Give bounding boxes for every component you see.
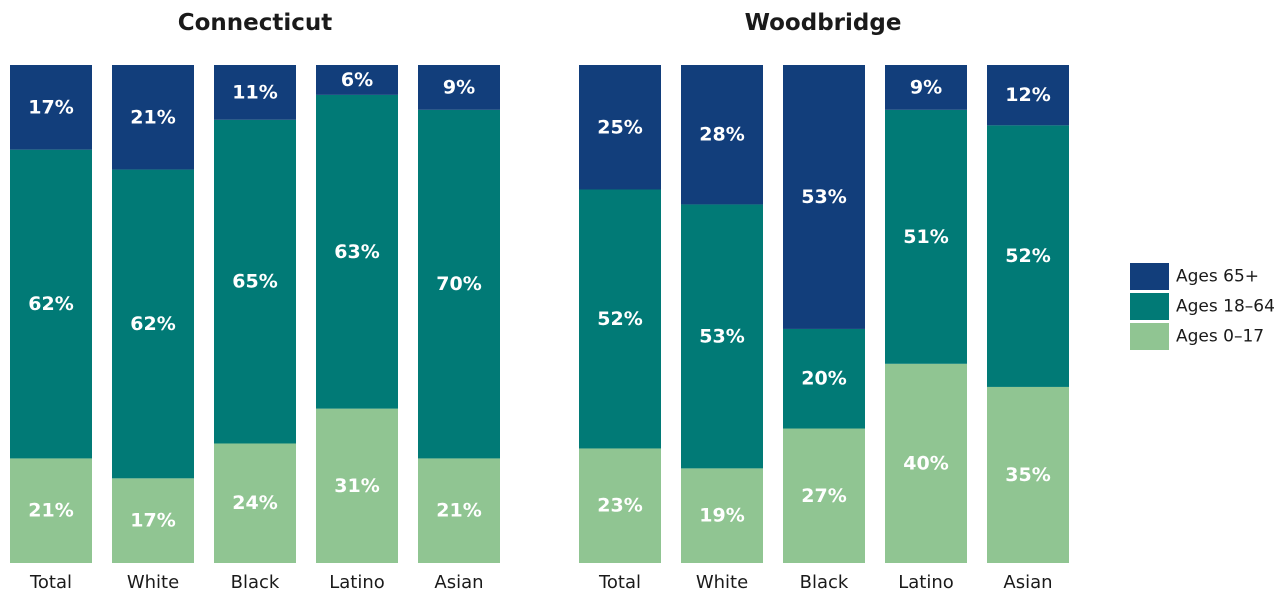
data-label-woodbridge-asian-ages-0-17: 35% xyxy=(1005,464,1050,486)
data-label-connecticut-white-ages-0-17: 17% xyxy=(130,510,175,532)
data-label-connecticut-latino-ages-0-17: 31% xyxy=(334,475,379,497)
bar-segment-woodbridge-black-ages-0-17 xyxy=(783,428,865,563)
data-label-connecticut-total-ages-0-17: 21% xyxy=(28,500,73,522)
category-label-woodbridge-white: White xyxy=(696,572,748,593)
data-label-connecticut-total-ages-18-64: 62% xyxy=(28,293,73,315)
data-label-connecticut-black-ages-18-64: 65% xyxy=(232,271,277,293)
data-label-connecticut-white-ages-18-64: 62% xyxy=(130,313,175,335)
bar-segment-woodbridge-asian-ages-65 xyxy=(987,65,1069,126)
data-label-connecticut-black-ages-65: 11% xyxy=(232,81,277,103)
data-label-connecticut-asian-ages-0-17: 21% xyxy=(436,500,481,522)
bar-segment-connecticut-black-ages-65 xyxy=(214,65,296,120)
data-label-woodbridge-total-ages-65: 25% xyxy=(597,116,642,138)
bar-segment-connecticut-total-ages-65 xyxy=(10,65,92,150)
bar-segment-connecticut-total-ages-18-64 xyxy=(10,149,92,459)
panel-title-woodbridge: Woodbridge xyxy=(745,10,902,36)
category-label-connecticut-asian: Asian xyxy=(434,572,483,593)
bar-segment-woodbridge-total-ages-65 xyxy=(579,65,661,190)
panel-title-connecticut: Connecticut xyxy=(178,10,333,36)
bar-segment-woodbridge-black-ages-18-64 xyxy=(783,328,865,429)
bar-segment-connecticut-white-ages-18-64 xyxy=(112,169,194,479)
data-label-woodbridge-black-ages-18-64: 20% xyxy=(801,368,846,390)
legend-swatch-ages-0-17 xyxy=(1130,323,1169,350)
data-label-woodbridge-asian-ages-18-64: 52% xyxy=(1005,245,1050,267)
category-label-woodbridge-latino: Latino xyxy=(898,572,954,593)
data-label-connecticut-black-ages-0-17: 24% xyxy=(232,492,277,514)
data-label-woodbridge-total-ages-0-17: 23% xyxy=(597,495,642,517)
legend-label-ages-18-64: Ages 18–64 xyxy=(1176,297,1275,317)
bar-segment-woodbridge-total-ages-0-17 xyxy=(579,448,661,563)
legend-label-ages-0-17: Ages 0–17 xyxy=(1176,327,1264,347)
bar-segment-connecticut-asian-ages-0-17 xyxy=(418,458,500,563)
category-label-connecticut-black: Black xyxy=(231,572,280,593)
data-label-connecticut-latino-ages-65: 6% xyxy=(341,69,373,91)
data-label-woodbridge-latino-ages-18-64: 51% xyxy=(903,226,948,248)
bar-segment-connecticut-latino-ages-65 xyxy=(316,65,398,95)
data-label-woodbridge-white-ages-65: 28% xyxy=(699,124,744,146)
bar-segment-connecticut-black-ages-18-64 xyxy=(214,119,296,444)
category-label-connecticut-white: White xyxy=(127,572,179,593)
legend-swatch-ages-18-64 xyxy=(1130,293,1169,320)
bar-segment-woodbridge-white-ages-18-64 xyxy=(681,204,763,469)
bar-segment-woodbridge-latino-ages-0-17 xyxy=(885,363,967,563)
bar-segment-woodbridge-white-ages-0-17 xyxy=(681,468,763,563)
legend: Ages 65+ Ages 18–64 Ages 0–17 xyxy=(1130,263,1275,350)
category-label-woodbridge-asian: Asian xyxy=(1003,572,1052,593)
bar-segment-woodbridge-latino-ages-18-64 xyxy=(885,109,967,364)
bar-segment-woodbridge-black-ages-65 xyxy=(783,65,865,329)
bar-segment-connecticut-asian-ages-18-64 xyxy=(418,109,500,459)
data-label-connecticut-white-ages-65: 21% xyxy=(130,106,175,128)
data-label-connecticut-latino-ages-18-64: 63% xyxy=(334,241,379,263)
bar-segment-woodbridge-total-ages-18-64 xyxy=(579,189,661,449)
legend-label-ages-65: Ages 65+ xyxy=(1176,267,1259,287)
bar-segment-connecticut-asian-ages-65 xyxy=(418,65,500,110)
bar-segment-connecticut-white-ages-65 xyxy=(112,65,194,170)
data-label-woodbridge-asian-ages-65: 12% xyxy=(1005,84,1050,106)
data-label-woodbridge-white-ages-18-64: 53% xyxy=(699,325,744,347)
bars-layer: 21% 62% 17% Total 17% 62% 21% White 24% 65% 11% Bla… xyxy=(10,65,1069,593)
bar-segment-woodbridge-asian-ages-0-17 xyxy=(987,386,1069,563)
bar-segment-connecticut-white-ages-0-17 xyxy=(112,478,194,563)
bar-segment-connecticut-total-ages-0-17 xyxy=(10,458,92,563)
bar-segment-woodbridge-latino-ages-65 xyxy=(885,65,967,110)
category-label-connecticut-total: Total xyxy=(29,572,72,593)
data-label-woodbridge-latino-ages-0-17: 40% xyxy=(903,452,948,474)
bar-segment-connecticut-black-ages-0-17 xyxy=(214,443,296,563)
bar-segment-connecticut-latino-ages-18-64 xyxy=(316,94,398,409)
bar-segment-woodbridge-white-ages-65 xyxy=(681,65,763,205)
legend-swatch-ages-65 xyxy=(1130,263,1169,290)
data-label-woodbridge-black-ages-0-17: 27% xyxy=(801,485,846,507)
data-label-connecticut-asian-ages-18-64: 70% xyxy=(436,273,481,295)
data-label-woodbridge-total-ages-18-64: 52% xyxy=(597,308,642,330)
data-label-connecticut-asian-ages-65: 9% xyxy=(443,76,475,98)
bar-segment-woodbridge-asian-ages-18-64 xyxy=(987,125,1069,387)
data-label-woodbridge-black-ages-65: 53% xyxy=(801,186,846,208)
data-label-woodbridge-white-ages-0-17: 19% xyxy=(699,505,744,527)
category-label-woodbridge-black: Black xyxy=(800,572,849,593)
data-label-connecticut-total-ages-65: 17% xyxy=(28,96,73,118)
bar-segment-connecticut-latino-ages-0-17 xyxy=(316,408,398,563)
category-label-woodbridge-total: Total xyxy=(598,572,641,593)
category-label-connecticut-latino: Latino xyxy=(329,572,385,593)
data-label-woodbridge-latino-ages-65: 9% xyxy=(910,76,942,98)
